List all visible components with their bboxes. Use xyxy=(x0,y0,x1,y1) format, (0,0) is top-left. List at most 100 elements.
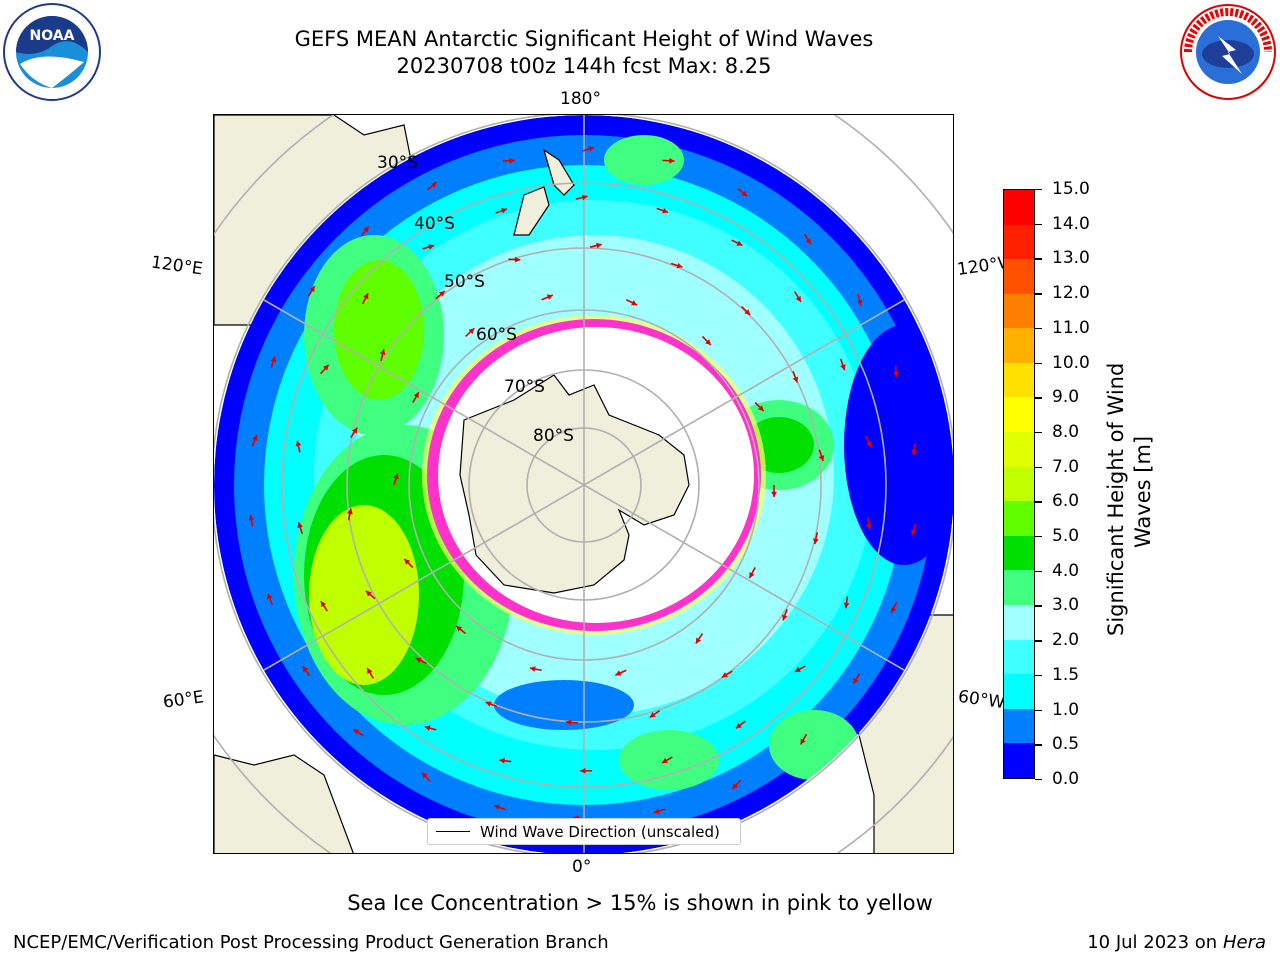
colorbar-label-line1: Significant Height of Wind xyxy=(1104,362,1128,636)
colorbar-tick-mark xyxy=(1035,744,1042,746)
colorbar-tick-mark xyxy=(1035,397,1042,399)
colorbar-tick-label: 8.0 xyxy=(1052,421,1080,442)
colorbar-tick-mark xyxy=(1035,536,1042,538)
wave-arrow-head xyxy=(509,157,515,164)
footer-date-text: 10 Jul 2023 on xyxy=(1087,932,1223,953)
colorbar-tick-label: 4.0 xyxy=(1052,560,1080,581)
wave-arrow-head xyxy=(353,729,360,735)
colorbar-tick-label: 14.0 xyxy=(1052,213,1090,234)
wave-arrow-head xyxy=(749,571,755,578)
wave-arrow-head xyxy=(695,637,702,644)
wave-arrow-head xyxy=(853,677,859,684)
colorbar-segment xyxy=(1004,259,1034,294)
lon-label-bottom: 0° xyxy=(572,857,592,877)
lat-label-80s: 80°S xyxy=(533,426,574,446)
colorbar-tick-label: 0.0 xyxy=(1052,769,1080,789)
wave-arrow-head xyxy=(910,529,917,536)
colorbar-tick-mark xyxy=(1035,466,1042,469)
wave-arrow-head xyxy=(320,601,327,608)
wave-arrow-head xyxy=(428,244,435,250)
wave-low-south xyxy=(494,680,634,730)
wave-high-indian-peak xyxy=(309,505,419,685)
colorbar-label-line2: Waves [m] xyxy=(1131,435,1155,548)
wave-arrow-head xyxy=(813,538,819,545)
colorbar-segment xyxy=(1004,674,1034,709)
wave-arrow-head xyxy=(866,441,872,448)
lat-label-70s: 70°S xyxy=(504,377,545,397)
wave-arrow-head xyxy=(499,757,505,764)
wave-arrow-head xyxy=(430,182,437,188)
wave-arrow-head xyxy=(721,672,728,678)
legend-text: Wind Wave Direction (unscaled) xyxy=(480,822,720,841)
colorbar-tick-mark xyxy=(1035,258,1042,260)
colorbar-tick-mark xyxy=(1035,640,1042,642)
wave-arrow-head xyxy=(757,405,764,412)
wave-arrow-head xyxy=(865,524,872,530)
map-title-line2: 20230708 t00z 144h fcst Max: 8.25 xyxy=(396,54,772,78)
wave-arrow-head xyxy=(363,226,369,233)
lat-label-60s: 60°S xyxy=(476,325,517,345)
legend-line-icon xyxy=(436,830,470,833)
colorbar-segment xyxy=(1004,570,1034,606)
colorbar-segment xyxy=(1004,432,1034,467)
lat-label-30s: 30°S xyxy=(377,153,418,173)
colorbar-tick-label: 15.0 xyxy=(1052,179,1090,199)
wave-arrow-head xyxy=(631,300,638,306)
colorbar-tick-mark xyxy=(1035,674,1042,677)
lon-label-left-upper: 120°E xyxy=(149,252,204,280)
wave-arrow-head xyxy=(661,757,668,764)
wave-arrow-head xyxy=(295,440,302,447)
wave-arrow-head xyxy=(415,657,422,663)
footer-date: 10 Jul 2023 on Hera xyxy=(1087,932,1266,953)
wave-high-atlantic-1 xyxy=(619,730,719,790)
wave-arrow-head xyxy=(662,207,669,214)
colorbar-fill xyxy=(1004,189,1034,778)
lon-label-right-lower: 60°W xyxy=(956,686,1007,714)
wave-arrow-head xyxy=(911,449,918,456)
land-new-zealand-south xyxy=(513,186,550,236)
nws-logo xyxy=(1178,2,1278,102)
wave-arrow-head xyxy=(736,240,743,246)
wave-arrow-head xyxy=(424,725,431,731)
wave-arrow-head xyxy=(365,590,372,597)
noaa-logo: NOAA xyxy=(2,2,102,102)
wave-arrow-head xyxy=(581,194,588,201)
wave-arrow-head xyxy=(267,593,273,600)
colorbar-tick-label: 2.0 xyxy=(1052,630,1080,651)
wave-arrow-head xyxy=(741,190,748,197)
colorbar-segment xyxy=(1004,362,1034,398)
colorbar-segment xyxy=(1004,328,1034,363)
wave-arrow-head xyxy=(676,262,683,269)
wave-arrow-head xyxy=(363,293,369,300)
footer-machine: Hera xyxy=(1222,932,1266,953)
noaa-logo-text: NOAA xyxy=(30,28,75,44)
map-canvas xyxy=(214,115,953,853)
wave-arrow-head xyxy=(891,606,897,613)
colorbar-tick-label: 9.0 xyxy=(1052,387,1080,408)
graticule xyxy=(214,115,953,853)
wave-arrow-head xyxy=(323,364,329,371)
wave-high-atlantic-2 xyxy=(769,710,859,780)
wave-arrow-head xyxy=(456,626,463,632)
wave-low-east xyxy=(844,325,953,565)
wave-arrow-head xyxy=(351,427,358,434)
colorbar-tick-label: 7.0 xyxy=(1052,456,1080,477)
wave-arrow-head xyxy=(794,666,801,672)
wave-arrow-head xyxy=(302,666,309,673)
wave-arrow-head xyxy=(856,300,863,306)
map-title-line1: GEFS MEAN Antarctic Significant Height o… xyxy=(294,27,874,51)
wave-arrow-head xyxy=(893,371,899,378)
colorbar-segment xyxy=(1004,466,1034,502)
wave-high-tasman-core xyxy=(334,260,424,400)
colorbar-tick-label: 11.0 xyxy=(1052,317,1090,338)
wave-arrow-head xyxy=(404,558,411,565)
wave-arrow-head xyxy=(347,508,353,515)
colorbar-tick-label: 1.5 xyxy=(1052,664,1080,685)
colorbar-segment xyxy=(1004,605,1034,640)
colorbar-tick-label: 12.0 xyxy=(1052,283,1090,304)
colorbar-tick-label: 10.0 xyxy=(1052,352,1090,373)
colorbar-segment xyxy=(1004,743,1034,778)
wave-arrow-head xyxy=(735,722,742,729)
colorbar-tick-mark xyxy=(1035,327,1042,330)
wave-arrow-head xyxy=(588,146,595,152)
